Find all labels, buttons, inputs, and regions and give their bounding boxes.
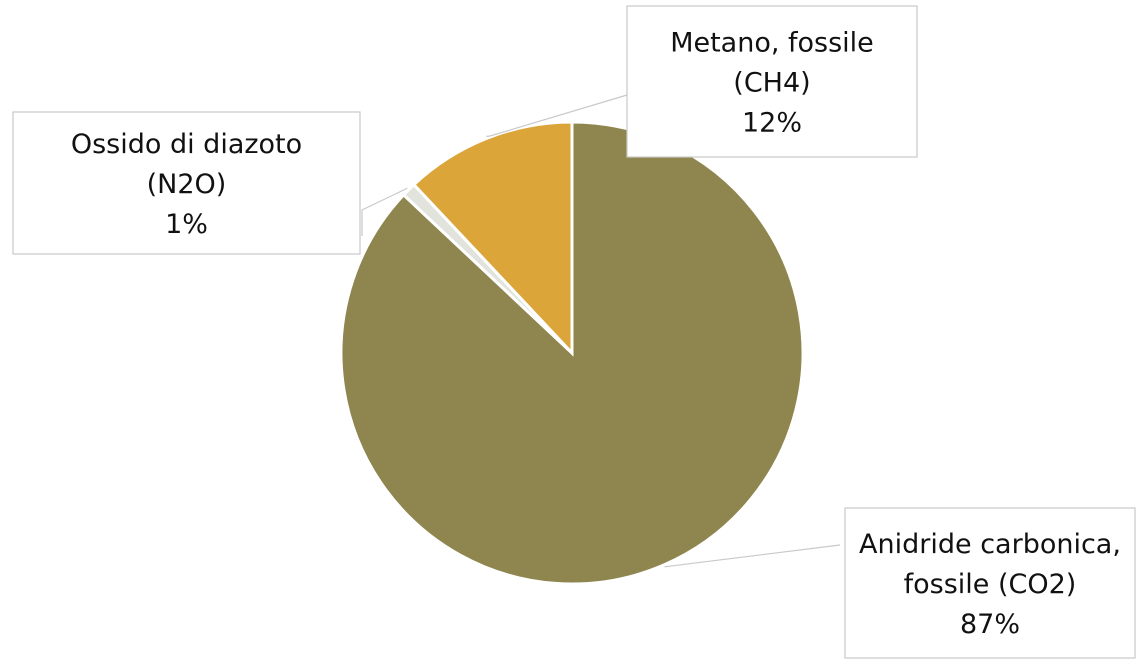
callout-box <box>626 5 918 158</box>
callout-box <box>844 507 1136 659</box>
pie-slice <box>411 120 574 357</box>
pie-callouts: Anidride carbonica, fossile (CO2) 87% Ossid… <box>12 5 1136 659</box>
pie-slices <box>339 120 805 586</box>
slice-category-label: Anidride carbonica, <box>859 529 1121 560</box>
callout-box <box>12 111 361 255</box>
slice-category-label: fossile (CO2) <box>904 569 1077 600</box>
slice-category-label: Ossido di diazoto <box>71 129 302 160</box>
slice-percent-label: 87% <box>960 609 1020 640</box>
slice-percent-label: 12% <box>742 108 802 139</box>
slice-percent-label: 1% <box>165 209 208 240</box>
pie-slice <box>339 120 805 586</box>
callout-leader-line <box>361 187 408 236</box>
slice-category-label: (N2O) <box>147 169 227 200</box>
callout-leader-line <box>486 94 628 137</box>
slice-category-label: (CH4) <box>733 68 810 99</box>
callout-leader-line <box>664 544 841 568</box>
slice-category-label: Metano, fossile <box>670 28 874 59</box>
